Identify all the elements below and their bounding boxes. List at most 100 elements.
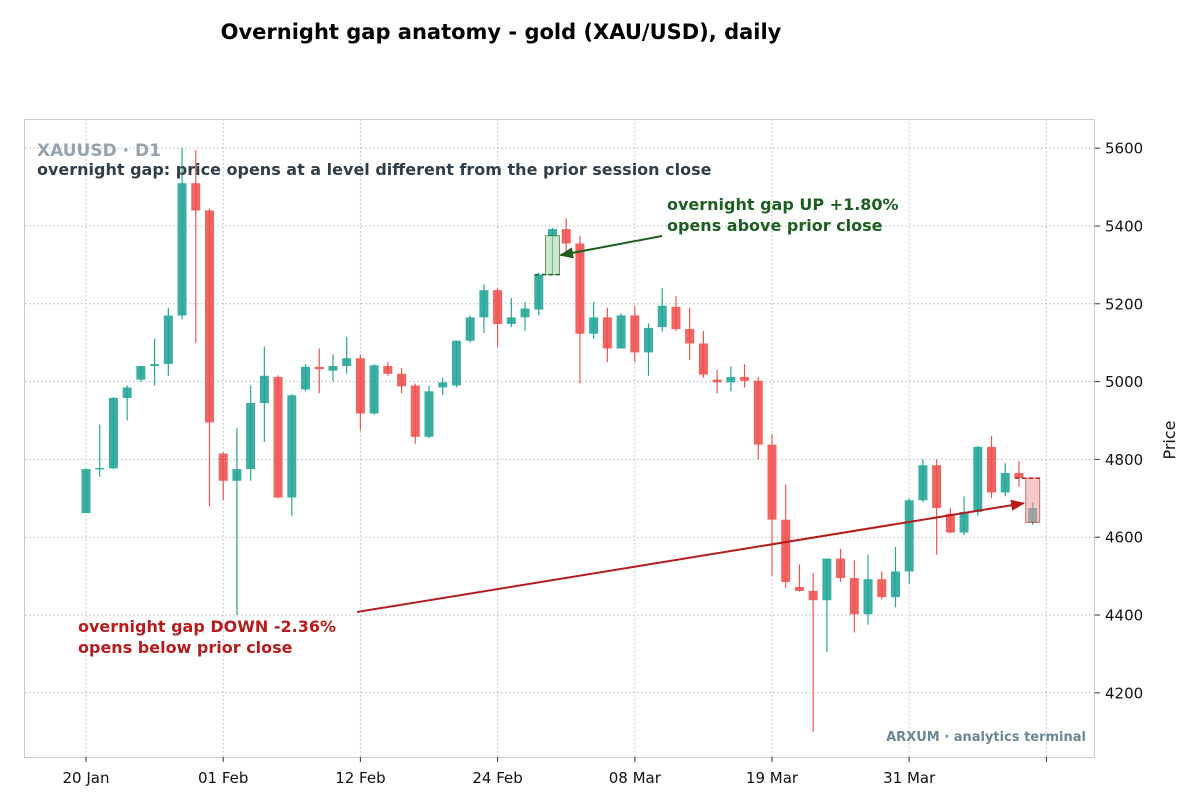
gap-down-zone bbox=[1025, 477, 1041, 523]
gap-down-arrow bbox=[356, 499, 1026, 613]
candle-up bbox=[259, 375, 269, 403]
x-tick-label: 24 Feb bbox=[472, 769, 522, 787]
candle-down bbox=[355, 358, 365, 414]
candle-up bbox=[479, 290, 489, 318]
candle-down bbox=[849, 578, 859, 615]
candle-down bbox=[712, 379, 722, 383]
candle-down bbox=[877, 579, 887, 598]
y-tick-label: 4200 bbox=[1105, 684, 1143, 702]
brand-label: ARXUM · analytics terminal bbox=[886, 730, 1086, 745]
candle-down bbox=[218, 453, 228, 481]
y-axis-title: Price bbox=[1160, 420, 1179, 459]
x-tick-label: 08 Mar bbox=[609, 769, 662, 787]
x-tick-label: 12 Feb bbox=[335, 769, 385, 787]
candle-down bbox=[987, 446, 997, 493]
candle-up bbox=[589, 317, 599, 334]
candle-up bbox=[959, 511, 969, 533]
x-tick-label: 19 Mar bbox=[746, 769, 799, 787]
x-tick-label: 20 Jan bbox=[63, 769, 110, 787]
chart-subtitle: overnight gap: price opens at a level di… bbox=[37, 160, 712, 179]
candle-up bbox=[438, 382, 448, 388]
candle-up bbox=[726, 376, 736, 383]
gap-up-zone bbox=[544, 235, 560, 276]
candle-down bbox=[1014, 473, 1024, 479]
y-tick-label: 4400 bbox=[1105, 607, 1143, 625]
gap-up-label-line1: overnight gap UP +1.80% bbox=[667, 195, 899, 214]
gap-up-label-line2: opens above prior close bbox=[667, 216, 883, 235]
candle-down bbox=[314, 366, 324, 370]
y-tick-label: 5000 bbox=[1105, 373, 1143, 391]
chart-title: Overnight gap anatomy - gold (XAU/USD), … bbox=[220, 20, 782, 44]
candle-down bbox=[698, 343, 708, 375]
watermark: XAUUSD · D1 bbox=[37, 141, 161, 161]
y-tick-label: 5600 bbox=[1105, 140, 1143, 158]
candle-down bbox=[836, 558, 846, 579]
plot-frame bbox=[24, 119, 1095, 758]
candle-up bbox=[644, 327, 654, 353]
candle-up bbox=[287, 395, 297, 498]
candle-down bbox=[808, 590, 818, 601]
candle-up bbox=[369, 365, 379, 414]
candle-down bbox=[273, 376, 283, 498]
y-tick-label: 5400 bbox=[1105, 217, 1143, 235]
y-tick-label: 5200 bbox=[1105, 295, 1143, 313]
candle-up bbox=[973, 446, 983, 512]
candle-down bbox=[410, 385, 420, 437]
candle-down bbox=[204, 210, 214, 423]
gap-up-arrow bbox=[559, 235, 663, 259]
candle-up bbox=[246, 402, 256, 470]
candle-up bbox=[122, 387, 132, 398]
y-tick-label: 4600 bbox=[1105, 529, 1143, 547]
candle-down bbox=[630, 315, 640, 353]
candle-up bbox=[1000, 473, 1010, 493]
candle-up bbox=[95, 467, 105, 470]
candle-up bbox=[520, 308, 530, 318]
candle-up bbox=[163, 315, 173, 365]
candle-down bbox=[397, 373, 407, 387]
candle-down bbox=[191, 183, 201, 211]
candles bbox=[81, 148, 1038, 732]
candle-down bbox=[794, 586, 804, 591]
candle-down bbox=[575, 243, 585, 334]
candle-down bbox=[753, 380, 763, 445]
candle-down bbox=[602, 317, 612, 349]
candle-down bbox=[383, 366, 393, 374]
candle-up bbox=[451, 340, 461, 386]
candle-up bbox=[616, 315, 626, 349]
candle-down bbox=[671, 306, 681, 330]
candle-up bbox=[863, 579, 873, 615]
candle-up bbox=[81, 469, 91, 514]
candle-down bbox=[767, 444, 777, 520]
candle-up bbox=[328, 366, 338, 371]
candle-up bbox=[232, 469, 242, 481]
candle-up bbox=[150, 364, 160, 367]
y-tick-label: 4800 bbox=[1105, 451, 1143, 469]
candle-down bbox=[685, 329, 695, 344]
x-tick-label: 01 Feb bbox=[198, 769, 248, 787]
candle-up bbox=[822, 558, 832, 601]
candle-down bbox=[932, 465, 942, 509]
candle-up bbox=[108, 397, 118, 469]
candle-up bbox=[534, 274, 544, 310]
candle-up bbox=[918, 465, 928, 501]
axes: 4200 4400 4600 4800 5000 5200 5400 5600 20 Jan 01… bbox=[63, 140, 1144, 787]
candle-up bbox=[301, 366, 311, 390]
gap-down-label-line2: opens below prior close bbox=[78, 638, 293, 657]
candle-up bbox=[547, 229, 557, 236]
candle-up bbox=[890, 571, 900, 598]
candle-down bbox=[945, 513, 955, 533]
candle-up bbox=[342, 358, 352, 367]
candle-up bbox=[506, 317, 516, 325]
candle-up bbox=[136, 366, 146, 380]
candle-up bbox=[465, 317, 475, 341]
candle-down bbox=[561, 229, 571, 244]
x-tick-label: 31 Mar bbox=[883, 769, 936, 787]
candle-up bbox=[177, 183, 187, 316]
candle-up bbox=[904, 500, 914, 572]
candle-down bbox=[740, 376, 750, 381]
candle-up bbox=[424, 391, 434, 437]
gap-markers bbox=[356, 235, 1042, 613]
candle-down bbox=[781, 519, 791, 582]
gap-down-label-line1: overnight gap DOWN -2.36% bbox=[78, 617, 336, 636]
